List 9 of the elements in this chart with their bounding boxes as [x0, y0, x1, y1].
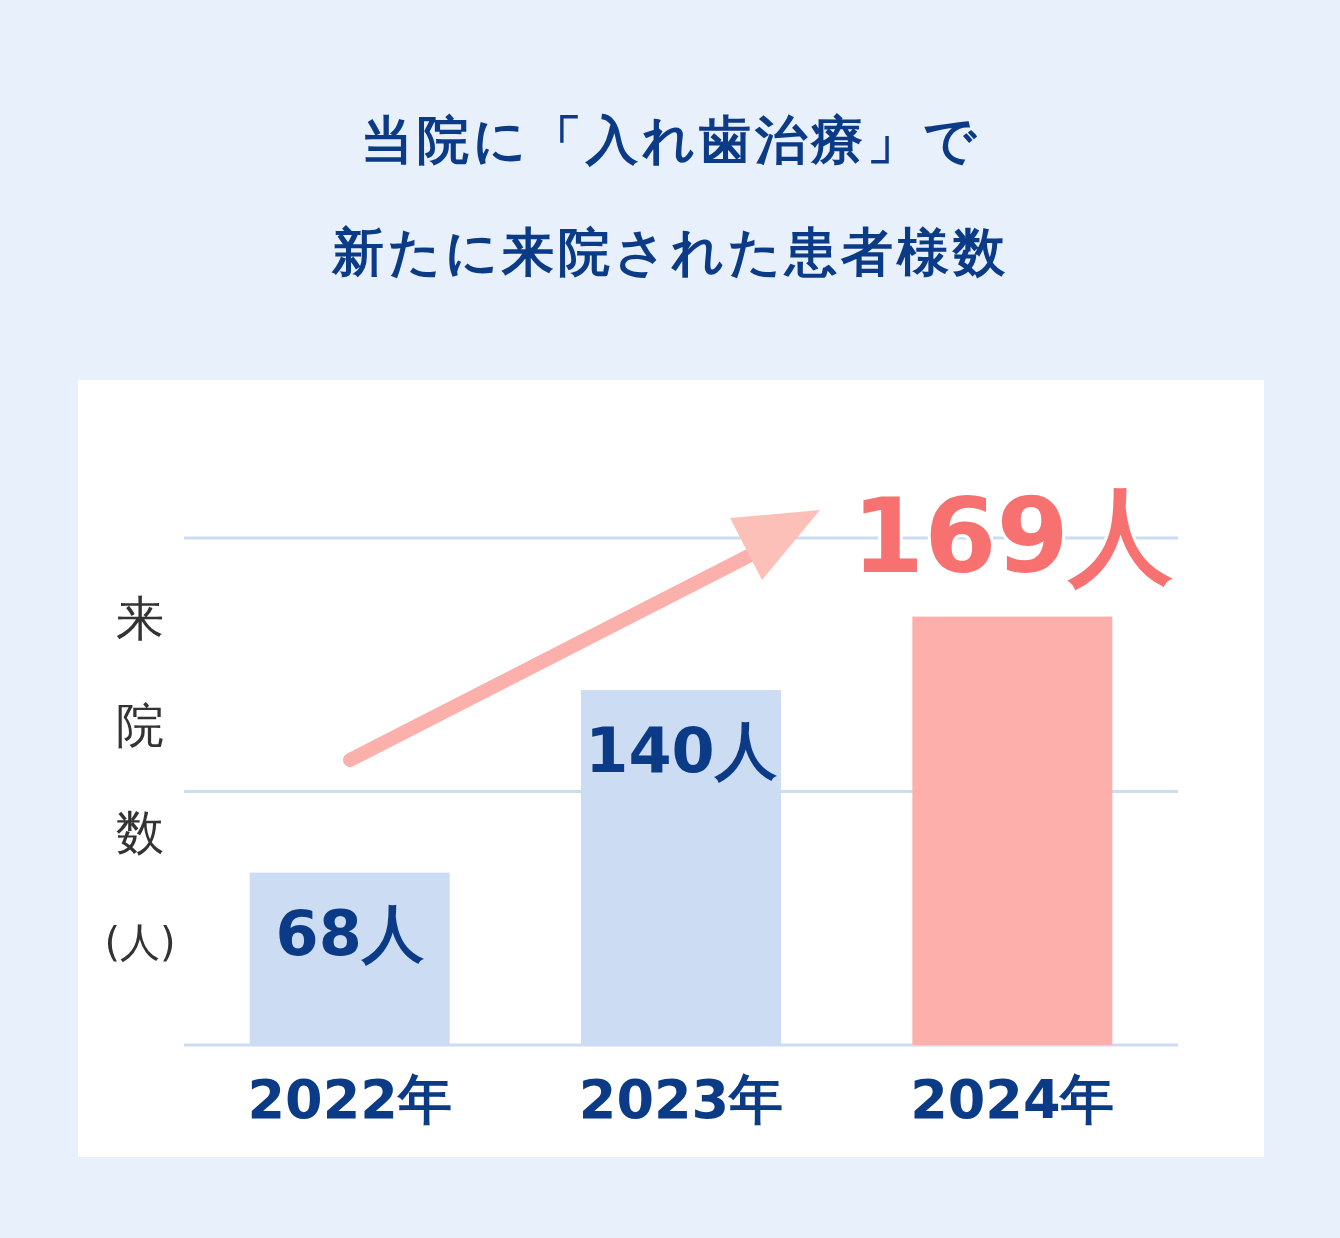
subtitle: 新たに来院された患者様数	[331, 222, 1009, 282]
ylabel: 来院数(人)	[104, 590, 176, 965]
x-tick-label: 2023年	[578, 1068, 784, 1131]
title: 当院に「入れ歯治療」で	[360, 110, 980, 170]
x-tick-label: 2024年	[910, 1068, 1115, 1131]
data-label: 140人	[585, 714, 777, 788]
x-tick-label: 2022年	[247, 1068, 452, 1131]
data-label: 169人	[851, 474, 1173, 597]
data-label: 68人	[275, 896, 424, 970]
